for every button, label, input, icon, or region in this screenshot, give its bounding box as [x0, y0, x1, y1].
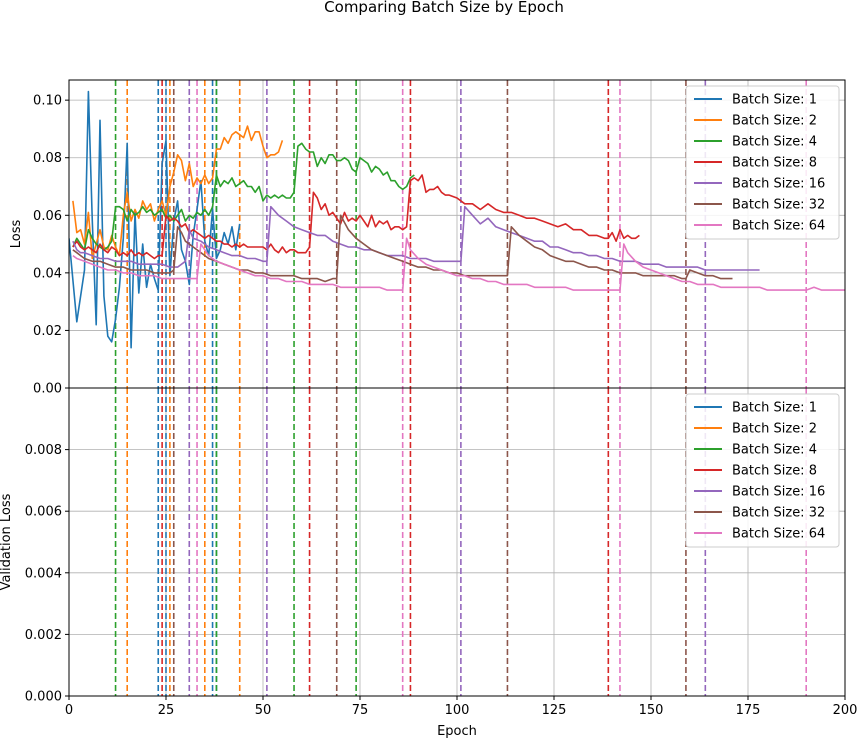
legend-label-batch-size-16: Batch Size: 16	[732, 177, 825, 192]
series-line-batch-size-8	[72, 174, 640, 260]
series-line-batch-size-32	[72, 214, 733, 283]
validation-loss-panel: 0.000 0.002 0.004 0.006 0.008 0 25 50 75 100 125 15…	[25, 387, 857, 718]
xtick-label: 150	[639, 703, 664, 718]
series-line-batch-size-64	[72, 237, 845, 291]
loss-series	[69, 90, 845, 349]
legend-label-batch-size-64: Batch Size: 64	[732, 219, 825, 234]
legend-label-batch-size-8: Batch Size: 8	[732, 156, 817, 171]
chart-title: Comparing Batch Size by Epoch	[324, 0, 564, 16]
xtick-label: 50	[255, 703, 272, 718]
legend-label-batch-size-32: Batch Size: 32	[732, 506, 825, 521]
validation-loss-ytick-label: 0.006	[25, 505, 62, 520]
validation-loss-legend: Batch Size: 1 Batch Size: 2 Batch Size: 4 B…	[685, 393, 840, 548]
loss-ytick-label: 0.04	[33, 266, 62, 281]
xtick-label: 0	[65, 703, 73, 718]
x-axis-label: Epoch	[437, 724, 477, 739]
series-line-batch-size-16	[72, 205, 760, 271]
validation-loss-ytick-label: 0.004	[25, 566, 62, 581]
xtick-label: 200	[833, 703, 857, 718]
legend-label-batch-size-8: Batch Size: 8	[732, 464, 817, 479]
validation-loss-legend-box	[685, 393, 840, 548]
legend-label-batch-size-2: Batch Size: 2	[732, 422, 817, 437]
xtick-label: 100	[445, 703, 470, 718]
loss-ytick-label: 0.08	[33, 151, 62, 166]
legend-label-batch-size-4: Batch Size: 4	[732, 135, 817, 150]
legend-label-batch-size-1: Batch Size: 1	[732, 93, 817, 108]
validation-loss-ytick-label: 0.002	[25, 628, 62, 643]
loss-ytick-label: 0.02	[33, 324, 62, 339]
series-line-batch-size-2	[72, 125, 284, 260]
validation-loss-ytick-label: 0.000	[25, 690, 62, 705]
loss-ytick-label: 0.00	[33, 382, 62, 397]
legend-label-batch-size-1: Batch Size: 1	[732, 401, 817, 416]
loss-legend-box	[685, 85, 840, 240]
legend-label-batch-size-4: Batch Size: 4	[732, 443, 817, 458]
loss-legend: Batch Size: 1 Batch Size: 2 Batch Size: 4 B…	[685, 85, 840, 240]
xtick-label: 25	[158, 703, 175, 718]
validation-loss-ytick-label: 0.008	[25, 443, 62, 458]
validation-loss-y-axis-label: Validation Loss	[0, 493, 14, 590]
legend-label-batch-size-2: Batch Size: 2	[732, 114, 817, 129]
series-line-batch-size-1	[69, 90, 241, 349]
xtick-label: 75	[352, 703, 369, 718]
loss-y-axis-label: Loss	[9, 220, 24, 249]
loss-ytick-label: 0.06	[33, 209, 62, 224]
legend-label-batch-size-32: Batch Size: 32	[732, 198, 825, 213]
series-line-batch-size-4	[72, 142, 415, 251]
legend-label-batch-size-16: Batch Size: 16	[732, 485, 825, 500]
xtick-label: 175	[736, 703, 761, 718]
loss-ytick-label: 0.10	[33, 94, 62, 109]
xtick-label: 125	[542, 703, 567, 718]
legend-label-batch-size-64: Batch Size: 64	[732, 527, 825, 542]
